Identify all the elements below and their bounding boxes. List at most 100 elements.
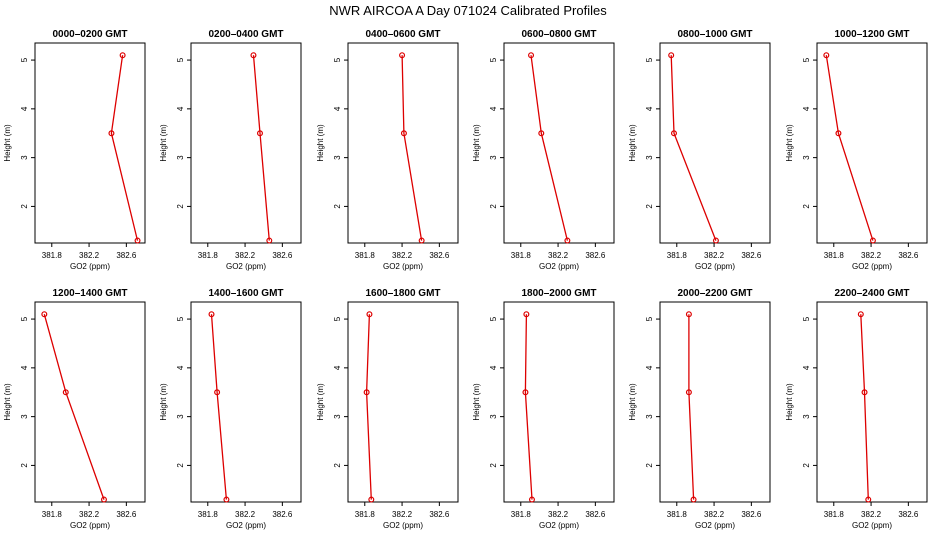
panel-7: 1200–1400 GMT 381.8 382.2 382.6 2 3 4 5 GO2 (ppm… — [3, 288, 146, 530]
x-axis-label: GO2 (ppm) — [226, 262, 266, 271]
panel-1: 0000–0200 GMT 381.8 382.2 382.6 2 3 4 5 GO2 (ppm… — [3, 29, 146, 271]
y-tick-label: 3 — [20, 414, 29, 419]
x-tick-label: 382.2 — [235, 510, 256, 519]
series-line — [252, 55, 270, 241]
y-tick-label: 4 — [802, 106, 811, 111]
y-axis-label: Height (m) — [472, 124, 481, 162]
data-point — [865, 496, 872, 503]
y-tick-label: 5 — [802, 57, 811, 62]
panels-grid: 0000–0200 GMT 381.8 382.2 382.6 2 3 4 5 GO2 (ppm… — [3, 29, 928, 530]
x-tick-label: 382.6 — [116, 251, 137, 260]
data-point — [528, 496, 535, 503]
x-tick-label: 382.2 — [861, 510, 882, 519]
data-point — [528, 52, 535, 59]
data-point — [366, 311, 373, 318]
y-tick-label: 4 — [20, 365, 29, 370]
y-tick-label: 5 — [802, 316, 811, 321]
series-line — [401, 55, 423, 241]
figure-title: NWR AIRCOA A Day 071024 Calibrated Profi… — [329, 3, 607, 18]
x-axis-label: GO2 (ppm) — [70, 521, 110, 530]
y-tick-label: 2 — [333, 463, 342, 468]
y-tick-label: 4 — [645, 106, 654, 111]
y-tick-label: 5 — [333, 57, 342, 62]
data-point — [256, 130, 263, 137]
panel-title: 2200–2400 GMT — [834, 288, 909, 299]
x-tick-label: 381.8 — [511, 251, 532, 260]
x-tick-label: 381.8 — [511, 510, 532, 519]
y-tick-label: 5 — [20, 57, 29, 62]
y-tick-label: 3 — [176, 414, 185, 419]
y-axis-label: Height (m) — [159, 383, 168, 421]
y-axis-label: Height (m) — [785, 383, 794, 421]
y-tick-label: 4 — [333, 365, 342, 370]
data-point — [400, 130, 407, 137]
panel-2: 0200–0400 GMT 381.8 382.2 382.6 2 3 4 5 GO2 (ppm… — [159, 29, 302, 271]
data-point — [134, 237, 141, 244]
x-tick-label: 382.2 — [79, 510, 100, 519]
x-tick-label: 382.2 — [79, 251, 100, 260]
y-tick-label: 2 — [176, 463, 185, 468]
x-tick-label: 381.8 — [198, 510, 219, 519]
series-line — [825, 55, 874, 241]
x-axis-label: GO2 (ppm) — [695, 262, 735, 271]
x-tick-label: 382.6 — [272, 510, 293, 519]
y-axis-label: Height (m) — [316, 124, 325, 162]
series-line — [860, 314, 869, 500]
x-tick-label: 382.2 — [392, 510, 413, 519]
y-tick-label: 4 — [489, 106, 498, 111]
data-point — [564, 237, 571, 244]
x-tick-label: 382.2 — [235, 251, 256, 260]
plot-frame — [659, 301, 771, 503]
panel-title: 2000–2200 GMT — [677, 288, 752, 299]
x-tick-label: 381.8 — [824, 510, 845, 519]
x-tick-label: 382.6 — [429, 251, 450, 260]
data-point — [835, 130, 842, 137]
x-tick-label: 382.6 — [585, 510, 606, 519]
x-axis-label: GO2 (ppm) — [539, 262, 579, 271]
y-tick-label: 3 — [645, 155, 654, 160]
data-point — [823, 52, 830, 59]
data-point — [690, 496, 697, 503]
data-point — [668, 52, 675, 59]
y-tick-label: 3 — [489, 414, 498, 419]
series-line — [210, 314, 228, 500]
x-tick-label: 382.6 — [741, 251, 762, 260]
panel-6: 1000–1200 GMT 381.8 382.2 382.6 2 3 4 5 GO2 (ppm… — [785, 29, 928, 271]
panel-title: 1200–1400 GMT — [52, 288, 127, 299]
plot-frame — [190, 301, 302, 503]
y-tick-label: 4 — [20, 106, 29, 111]
data-point — [861, 389, 868, 396]
y-tick-label: 5 — [489, 316, 498, 321]
data-point — [119, 52, 126, 59]
y-axis-label: Height (m) — [472, 383, 481, 421]
plot-frame — [503, 301, 615, 503]
data-point — [62, 389, 69, 396]
y-tick-label: 2 — [176, 204, 185, 209]
y-tick-label: 2 — [802, 204, 811, 209]
series-line — [365, 314, 372, 500]
x-tick-label: 382.2 — [548, 251, 569, 260]
data-point — [685, 311, 692, 318]
panel-title: 1400–1600 GMT — [208, 288, 283, 299]
y-tick-label: 3 — [333, 155, 342, 160]
data-point — [108, 130, 115, 137]
y-tick-label: 5 — [333, 316, 342, 321]
x-tick-label: 382.6 — [272, 251, 293, 260]
y-tick-label: 3 — [176, 155, 185, 160]
y-tick-label: 4 — [645, 365, 654, 370]
y-tick-label: 4 — [802, 365, 811, 370]
plot-frame — [347, 301, 459, 503]
y-tick-label: 5 — [176, 316, 185, 321]
data-point — [522, 389, 529, 396]
data-point — [712, 237, 719, 244]
y-tick-label: 5 — [20, 316, 29, 321]
data-point — [223, 496, 230, 503]
data-point — [399, 52, 406, 59]
panel-title: 0200–0400 GMT — [208, 29, 283, 40]
y-tick-label: 2 — [802, 463, 811, 468]
y-axis-label: Height (m) — [159, 124, 168, 162]
y-axis-label: Height (m) — [628, 383, 637, 421]
panel-title: 0800–1000 GMT — [677, 29, 752, 40]
panel-9: 1600–1800 GMT 381.8 382.2 382.6 2 3 4 5 GO2 (ppm… — [316, 288, 459, 530]
panel-8: 1400–1600 GMT 381.8 382.2 382.6 2 3 4 5 GO2 (ppm… — [159, 288, 302, 530]
